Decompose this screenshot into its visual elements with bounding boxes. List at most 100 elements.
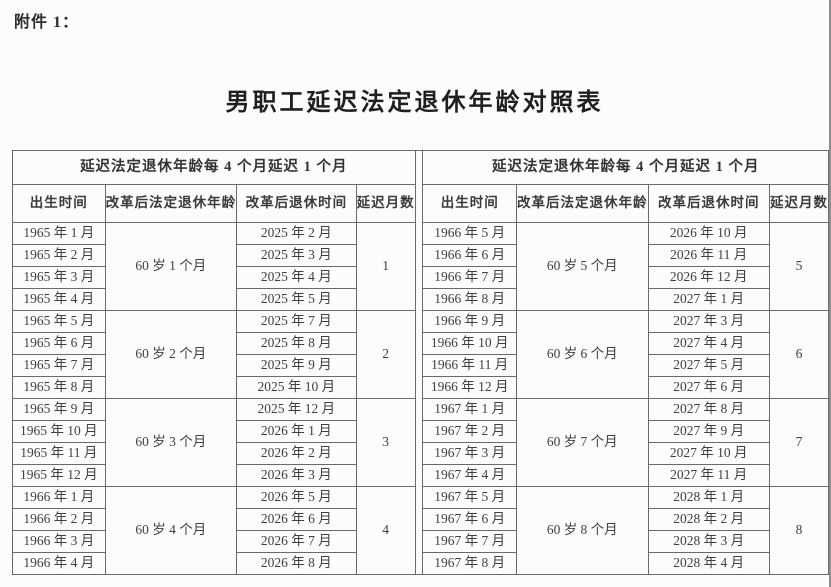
column-header-new-retirement-time: 改革后退休时间 [236, 184, 357, 223]
retirement-age-cell: 60 岁 5 个月 [516, 222, 649, 311]
birth-month-cell: 1965 年 5 月 [12, 310, 106, 333]
retirement-month-cell: 2026 年 5 月 [236, 486, 357, 509]
retirement-month-cell: 2026 年 1 月 [236, 420, 357, 443]
retirement-age-cell: 60 岁 3 个月 [104, 398, 238, 487]
group-header-cell: 延迟法定退休年龄每 4 个月延迟 1 个月 [422, 150, 829, 185]
retirement-month-cell: 2026 年 6 月 [236, 508, 357, 531]
birth-month-cell: 1965 年 2 月 [12, 244, 106, 267]
retirement-month-cell: 2027 年 8 月 [647, 398, 770, 421]
birth-month-cell: 1965 年 1 月 [12, 222, 106, 245]
birth-month-cell: 1966 年 7 月 [422, 266, 517, 289]
delay-months-cell: 8 [768, 486, 829, 575]
retirement-table: 延迟法定退休年龄每 4 个月延迟 1 个月 延迟法定退休年龄每 4 个月延迟 1 … [12, 150, 829, 575]
table-row: 1966 年 4 月 2026 年 8 月 1967 年 8 月 2028 年 4 月 [12, 552, 829, 575]
delay-months-cell: 1 [355, 222, 416, 311]
retirement-month-cell: 2027 年 6 月 [647, 376, 770, 399]
table-wrapper: 延迟法定退休年龄每 4 个月延迟 1 个月 延迟法定退休年龄每 4 个月延迟 1 … [12, 150, 829, 575]
column-header-row: 出生时间 改革后法定退休年龄 改革后退休时间 延迟月数 出生时间 改革后法定退休年龄 改革后… [12, 184, 829, 223]
retirement-month-cell: 2026 年 2 月 [236, 442, 357, 465]
column-header-delay-months: 延迟月数 [768, 184, 829, 223]
retirement-month-cell: 2027 年 1 月 [647, 288, 770, 311]
column-header-new-retirement-time: 改革后退休时间 [647, 184, 770, 223]
birth-month-cell: 1966 年 2 月 [12, 508, 106, 531]
table-row: 1965 年 1 月 60 岁 1 个月 2025 年 2 月 1 1966 年 5 月… [12, 222, 829, 311]
retirement-month-cell: 2026 年 11 月 [647, 244, 770, 267]
retirement-age-cell: 60 岁 2 个月 [104, 310, 238, 399]
table-middle-spacer [414, 486, 424, 509]
table-middle-spacer [414, 244, 424, 267]
retirement-month-cell: 2027 年 5 月 [647, 354, 770, 377]
delay-months-cell: 4 [355, 486, 416, 575]
attachment-label: 附件 1： [14, 14, 80, 31]
retirement-month-cell: 2027 年 3 月 [647, 310, 770, 333]
birth-month-cell: 1965 年 6 月 [12, 332, 106, 355]
birth-month-cell: 1966 年 11 月 [422, 354, 517, 377]
group-header-row: 延迟法定退休年龄每 4 个月延迟 1 个月 延迟法定退休年龄每 4 个月延迟 1 … [12, 150, 829, 185]
table-row: 1965 年 7 月 2025 年 9 月 1966 年 11 月 2027 年 5 … [12, 354, 829, 377]
table-middle-spacer [414, 310, 424, 333]
column-header-new-retirement-age: 改革后法定退休年龄 [104, 184, 238, 223]
retirement-month-cell: 2025 年 8 月 [236, 332, 357, 355]
retirement-month-cell: 2028 年 2 月 [647, 508, 770, 531]
birth-month-cell: 1966 年 12 月 [422, 376, 517, 399]
retirement-month-cell: 2025 年 2 月 [236, 222, 357, 245]
birth-month-cell: 1967 年 8 月 [422, 552, 517, 575]
birth-month-cell: 1965 年 12 月 [12, 464, 106, 487]
column-header-new-retirement-age: 改革后法定退休年龄 [516, 184, 649, 223]
table-row: 1965 年 6 月 2025 年 8 月 1966 年 10 月 2027 年 4 … [12, 332, 829, 355]
delay-months-cell: 2 [355, 310, 416, 399]
table-row: 1965 年 8 月 2025 年 10 月 1966 年 12 月 2027 年 6… [12, 376, 829, 399]
birth-month-cell: 1966 年 10 月 [422, 332, 517, 355]
retirement-month-cell: 2026 年 12 月 [647, 266, 770, 289]
retirement-month-cell: 2027 年 4 月 [647, 332, 770, 355]
delay-months-cell: 3 [355, 398, 416, 487]
retirement-age-cell: 60 岁 6 个月 [516, 310, 649, 399]
table-middle-spacer [414, 288, 424, 311]
birth-month-cell: 1967 年 6 月 [422, 508, 517, 531]
retirement-month-cell: 2025 年 5 月 [236, 288, 357, 311]
table-middle-spacer [414, 442, 424, 465]
birth-month-cell: 1967 年 2 月 [422, 420, 517, 443]
birth-month-cell: 1966 年 6 月 [422, 244, 517, 267]
birth-month-cell: 1967 年 5 月 [422, 486, 517, 509]
retirement-month-cell: 2028 年 4 月 [647, 552, 770, 575]
retirement-month-cell: 2028 年 1 月 [647, 486, 770, 509]
birth-month-cell: 1967 年 7 月 [422, 530, 517, 553]
table-middle-spacer [414, 530, 424, 553]
birth-month-cell: 1966 年 9 月 [422, 310, 517, 333]
table-row: 1966 年 1 月 60 岁 4 个月 2026 年 5 月 4 1967 年 5 月… [12, 486, 829, 575]
table-middle-spacer [414, 376, 424, 399]
table-middle-spacer [414, 552, 424, 575]
birth-month-cell: 1965 年 7 月 [12, 354, 106, 377]
retirement-month-cell: 2026 年 8 月 [236, 552, 357, 575]
table-row: 1965 年 3 月 2025 年 4 月 1966 年 7 月 2026 年 12 … [12, 266, 829, 289]
retirement-month-cell: 2028 年 3 月 [647, 530, 770, 553]
table-middle-spacer [414, 354, 424, 377]
birth-month-cell: 1966 年 8 月 [422, 288, 517, 311]
column-header-birth-time: 出生时间 [422, 184, 517, 223]
retirement-month-cell: 2025 年 7 月 [236, 310, 357, 333]
birth-month-cell: 1967 年 4 月 [422, 464, 517, 487]
table-row: 1966 年 2 月 2026 年 6 月 1967 年 6 月 2028 年 2 月 [12, 508, 829, 531]
table-middle-spacer [414, 464, 424, 487]
table-middle-spacer [414, 222, 424, 245]
retirement-month-cell: 2025 年 4 月 [236, 266, 357, 289]
retirement-month-cell: 2027 年 10 月 [647, 442, 770, 465]
table-row: 1966 年 3 月 2026 年 7 月 1967 年 7 月 2028 年 3 月 [12, 530, 829, 553]
retirement-age-cell: 60 岁 8 个月 [516, 486, 649, 575]
table-row: 1965 年 9 月 60 岁 3 个月 2025 年 12 月 3 1967 年 1 … [12, 398, 829, 487]
table-middle-spacer [414, 398, 424, 421]
table-row: 1965 年 12 月 2026 年 3 月 1967 年 4 月 2027 年 11… [12, 464, 829, 487]
retirement-month-cell: 2026 年 7 月 [236, 530, 357, 553]
birth-month-cell: 1966 年 4 月 [12, 552, 106, 575]
table-row: 1965 年 10 月 2026 年 1 月 1967 年 2 月 2027 年 9 … [12, 420, 829, 443]
birth-month-cell: 1967 年 3 月 [422, 442, 517, 465]
retirement-month-cell: 2025 年 12 月 [236, 398, 357, 421]
retirement-month-cell: 2027 年 9 月 [647, 420, 770, 443]
table-middle-spacer [414, 184, 424, 223]
table-middle-spacer [414, 420, 424, 443]
birth-month-cell: 1965 年 9 月 [12, 398, 106, 421]
birth-month-cell: 1965 年 4 月 [12, 288, 106, 311]
delay-months-cell: 7 [768, 398, 829, 487]
retirement-month-cell: 2025 年 9 月 [236, 354, 357, 377]
